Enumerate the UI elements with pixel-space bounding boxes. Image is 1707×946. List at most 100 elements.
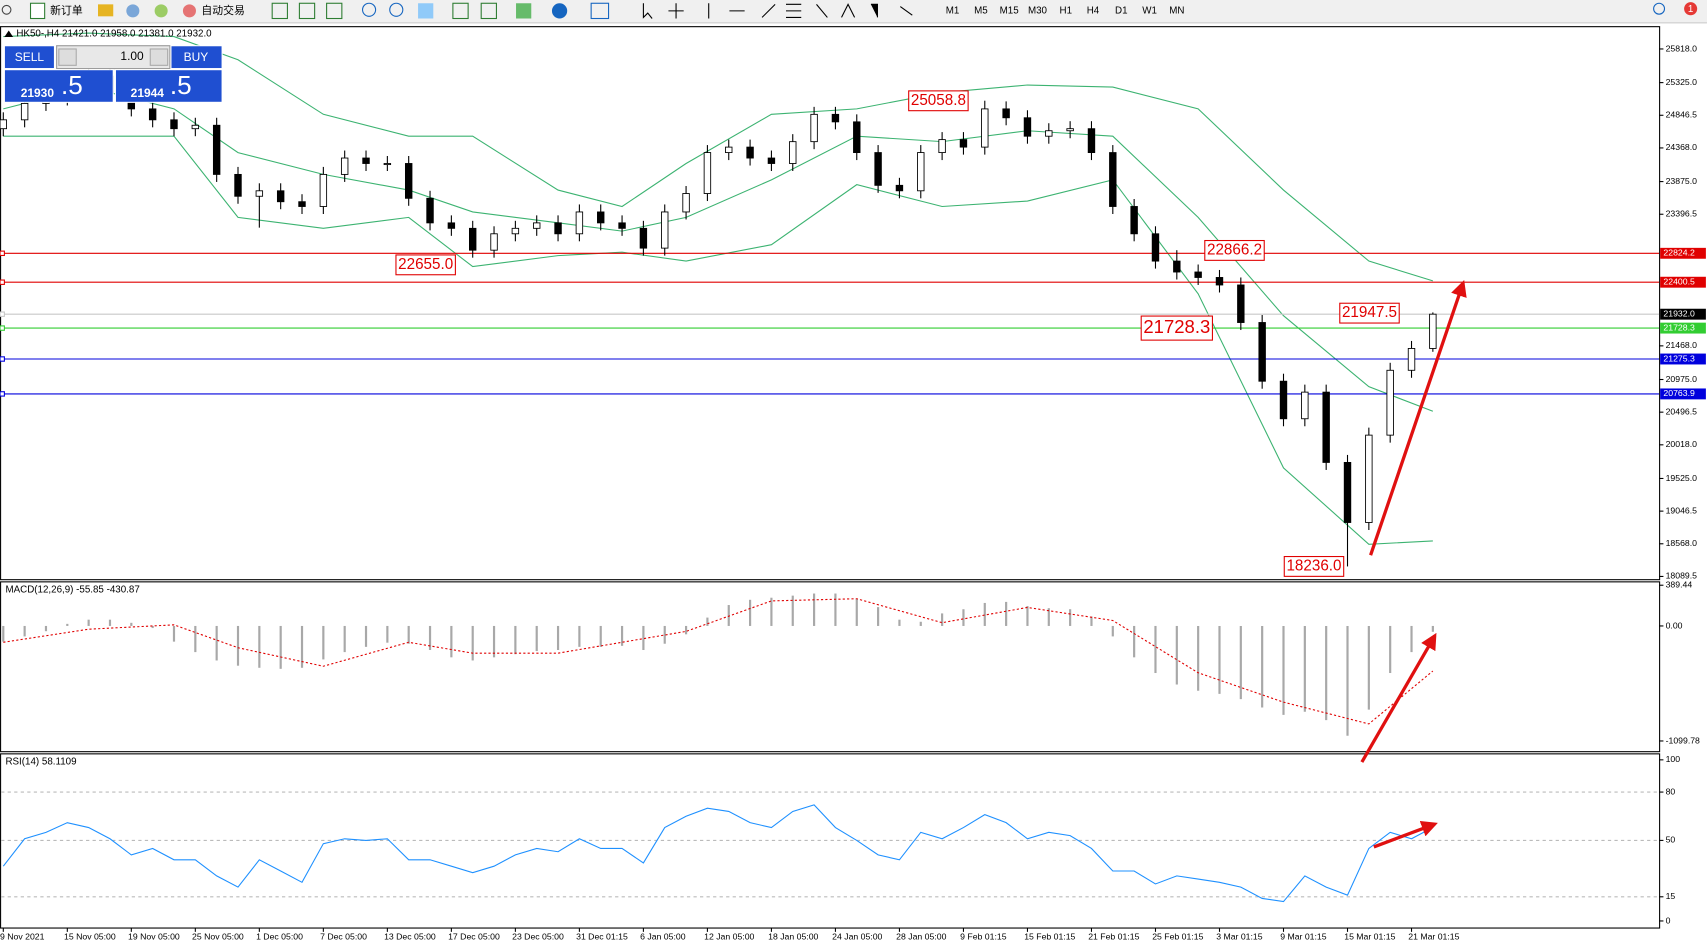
sell-price-box[interactable]	[3, 69, 114, 103]
price-label: 22400.5	[1663, 277, 1695, 287]
timeframe-button[interactable]: H4	[1087, 5, 1100, 16]
icon[interactable]	[126, 4, 140, 18]
price-label-box	[1660, 322, 1706, 334]
new-order-button[interactable]: 新订单	[50, 3, 83, 17]
candle-body	[20, 102, 29, 121]
price-label: 21275.3	[1663, 353, 1695, 363]
candle-body	[1066, 128, 1074, 132]
candle-body	[959, 139, 968, 148]
icon[interactable]	[870, 3, 913, 18]
icon[interactable]	[326, 2, 343, 20]
icon[interactable]	[551, 3, 568, 19]
price-label: 22824.2	[1663, 248, 1695, 258]
candle-body	[0, 119, 7, 130]
sell-button[interactable]	[3, 45, 56, 70]
macd-panel	[0, 581, 1661, 753]
timeframe-button[interactable]: M5	[974, 5, 988, 16]
icon[interactable]	[452, 2, 469, 20]
candle-body	[1109, 152, 1117, 207]
plots: 25818.0 25325.0 24846.5 24368.0 23875.0 23396…	[0, 32, 1706, 942]
x-tick-label: 18 Jan 05:00	[768, 932, 818, 942]
candle-body	[170, 119, 178, 130]
candle-body	[554, 222, 562, 235]
new-order-icon[interactable]	[29, 2, 46, 20]
y-tick-label: 80	[1666, 786, 1676, 796]
price-line-marker	[0, 356, 5, 362]
icon[interactable]	[98, 4, 114, 17]
candle-body	[533, 222, 541, 229]
candle-body	[511, 227, 520, 235]
x-tick-label: 19 Nov 05:00	[128, 932, 180, 942]
icon[interactable]	[642, 3, 653, 19]
icon[interactable]	[668, 3, 684, 19]
icon[interactable]	[389, 2, 404, 17]
x-tick-label: 6 Jan 05:00	[640, 932, 686, 942]
timeframe-button[interactable]: W1	[1142, 5, 1157, 16]
y-tick-label: -1099.78	[1666, 735, 1700, 745]
price-annotation-box	[1204, 239, 1265, 261]
candle-body	[767, 157, 776, 164]
sell-price-fraction: .5	[61, 70, 83, 100]
candle-body	[1173, 260, 1181, 273]
x-tick-label: 24 Jan 05:00	[832, 932, 882, 942]
candle-body	[404, 163, 413, 199]
price-annotation-box	[908, 90, 969, 112]
candle-body	[1407, 348, 1416, 371]
lot-box[interactable]	[56, 45, 171, 70]
rsi-line	[2, 804, 1434, 903]
auto-trade-button[interactable]: 自动交易	[201, 3, 245, 17]
icon[interactable]	[298, 2, 316, 20]
icon[interactable]	[516, 3, 532, 19]
search-icon[interactable]	[1653, 2, 1666, 15]
y-tick-label: 50	[1666, 835, 1676, 845]
y-tick-label: 21468.0	[1666, 340, 1698, 350]
y-tick-label: 20975.0	[1666, 374, 1698, 384]
candle-body	[1386, 369, 1394, 436]
rsi-title: RSI(14) 58.1109	[5, 757, 76, 768]
icon[interactable]	[418, 3, 434, 19]
timeframe-button[interactable]: D1	[1115, 5, 1128, 16]
notification-badge[interactable]	[1684, 2, 1698, 16]
icon[interactable]	[361, 2, 377, 17]
icon[interactable]	[708, 3, 828, 19]
candle-body	[1258, 322, 1266, 382]
candle-body	[1151, 233, 1160, 262]
candle-body	[938, 139, 946, 154]
y-tick-label: 18568.0	[1666, 538, 1698, 548]
timeframe-button[interactable]: M15	[1000, 5, 1020, 16]
price-line-marker	[0, 279, 5, 285]
price-line-marker	[0, 250, 5, 257]
icon[interactable]	[841, 3, 856, 18]
price-label-box	[1660, 247, 1706, 259]
timeframe-button[interactable]: MN	[1169, 5, 1184, 16]
candle-body	[255, 190, 264, 197]
icon[interactable]	[182, 4, 196, 18]
trade-panel	[3, 45, 223, 103]
candle-body	[212, 124, 221, 175]
candle-body	[426, 197, 434, 224]
y-tick-label: 389.44	[1666, 580, 1693, 590]
lot-up[interactable]	[149, 48, 169, 66]
icon[interactable]	[590, 2, 610, 20]
candle-body	[1301, 391, 1309, 420]
lot-down[interactable]	[58, 48, 77, 66]
timeframe-button[interactable]: M1	[946, 5, 960, 16]
buy-price-box[interactable]	[114, 69, 223, 103]
price-label-box	[1660, 308, 1706, 320]
buy-button[interactable]	[170, 45, 223, 70]
price-label: 21932.0	[1663, 308, 1695, 318]
icon[interactable]	[480, 2, 497, 20]
main-panel	[0, 26, 1661, 581]
y-tick-label: 25818.0	[1666, 43, 1698, 53]
y-tick-label: 18089.5	[1666, 571, 1698, 581]
x-tick-label: 25 Nov 05:00	[192, 932, 244, 942]
timeframe-button[interactable]: H1	[1060, 5, 1073, 16]
icon[interactable]	[271, 2, 288, 20]
y-tick-label: 19046.5	[1666, 505, 1698, 515]
price-label: 21728.3	[1663, 322, 1695, 332]
price-annotation: 18236.0	[1286, 557, 1341, 574]
candle-body	[981, 108, 989, 148]
timeframe-button[interactable]: M30	[1028, 5, 1048, 16]
price-annotation-box	[1283, 555, 1345, 577]
icon[interactable]	[154, 4, 168, 18]
